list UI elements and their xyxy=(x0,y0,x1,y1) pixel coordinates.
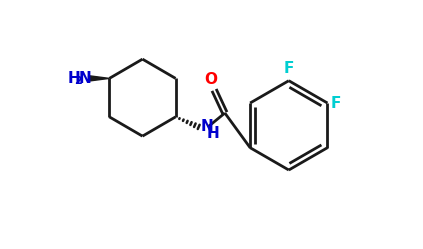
Polygon shape xyxy=(88,76,110,81)
Text: F: F xyxy=(283,61,294,76)
Text: N: N xyxy=(79,71,91,86)
Text: O: O xyxy=(204,72,217,87)
Text: H: H xyxy=(206,125,219,140)
Text: N: N xyxy=(200,120,213,134)
Text: 2: 2 xyxy=(74,76,82,86)
Text: F: F xyxy=(330,96,341,111)
Text: H: H xyxy=(68,71,80,86)
